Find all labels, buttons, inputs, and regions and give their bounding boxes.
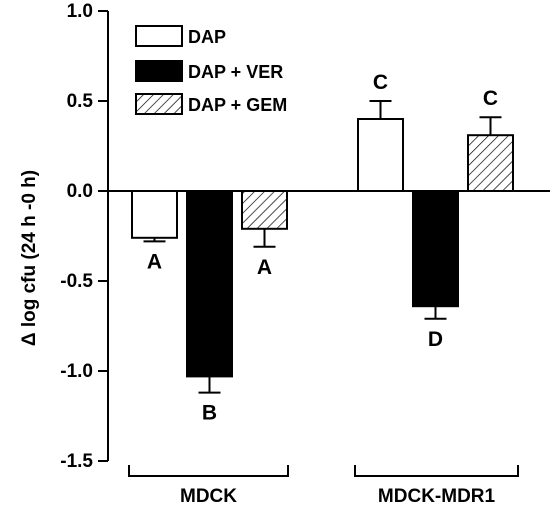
legend: DAP DAP + VER DAP + GEM	[135, 25, 287, 115]
significance-label: A	[147, 250, 162, 273]
category-label: MDCK-MDR1	[378, 486, 496, 507]
legend-label: DAP + VER	[188, 62, 283, 82]
legend-label: DAP	[188, 27, 226, 47]
legend-label: DAP + GEM	[188, 95, 287, 115]
bar	[131, 190, 178, 239]
x-axis-groups: MDCK MDCK-MDR1	[128, 465, 519, 507]
bars: A B A C D C	[131, 71, 514, 425]
y-tick-label: -1.5	[60, 451, 93, 472]
significance-label: B	[202, 402, 217, 425]
legend-swatch	[135, 93, 183, 115]
significance-label: A	[257, 256, 272, 279]
significance-label: C	[373, 71, 388, 94]
legend-swatch	[135, 60, 183, 82]
significance-label: D	[428, 328, 443, 351]
category-label: MDCK	[180, 486, 237, 507]
y-tick-label: 1.0	[67, 1, 93, 22]
significance-label: C	[483, 87, 498, 110]
y-tick-label: -0.5	[60, 271, 93, 292]
bar	[412, 190, 459, 308]
bar	[467, 134, 514, 192]
y-tick-label: -1.0	[60, 361, 93, 382]
legend-swatch	[135, 25, 183, 47]
y-axis-label: Δ log cfu (24 h -0 h)	[19, 170, 40, 346]
y-tick-label: 0.0	[67, 181, 93, 202]
bar	[357, 118, 404, 192]
y-axis: 1.0 0.5 0.0 -0.5 -1.0 -1.5	[60, 1, 550, 472]
y-tick-label: 0.5	[67, 91, 94, 112]
bar	[186, 190, 233, 378]
bar	[241, 190, 288, 230]
